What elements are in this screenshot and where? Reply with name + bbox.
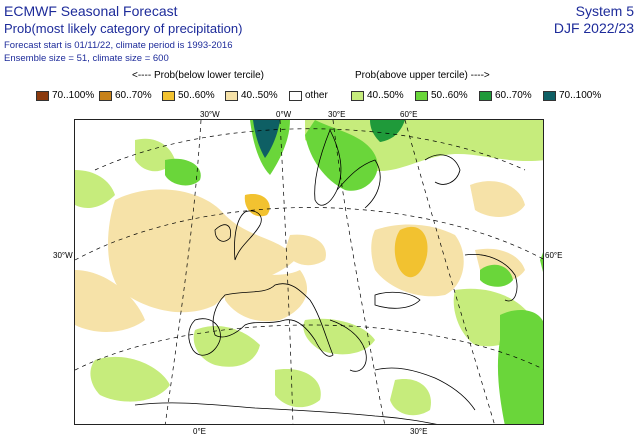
below-normal-areas	[75, 181, 525, 332]
legend-item: 40..50%	[225, 90, 278, 101]
legend-label: 60..70%	[115, 90, 152, 101]
legend-label: 40..50%	[367, 90, 404, 101]
legend-label: 50..60%	[178, 90, 215, 101]
chart-subtitle: Prob(most likely category of precipitati…	[4, 21, 243, 36]
legend-item: 50..60%	[162, 90, 215, 101]
graticule-label-0e-bottom: 0°E	[193, 427, 206, 436]
graticule	[75, 120, 543, 424]
chart-title: ECMWF Seasonal Forecast	[4, 3, 178, 19]
legend-swatch	[351, 90, 364, 101]
legend-label: 70..100%	[559, 90, 602, 101]
legend-swatch	[99, 90, 112, 101]
legend-swatch	[225, 90, 238, 101]
graticule-label-60e-right: 60°E	[545, 251, 563, 260]
legend-swatch	[289, 90, 302, 101]
graticule-label-30e-bottom: 30°E	[410, 427, 428, 436]
legend-item: other	[289, 90, 328, 101]
legend-item: 70..100%	[543, 90, 601, 101]
ensemble-info: Ensemble size = 51, climate size = 600	[4, 53, 169, 64]
legend-label: 50..60%	[431, 90, 468, 101]
graticule-label-30e-top: 30°E	[328, 110, 346, 119]
below-tercile-caption: <---- Prob(below lower tercile)	[132, 70, 264, 81]
above-tercile-caption: Prob(above upper tercile) ---->	[355, 70, 490, 81]
forecast-info: Forecast start is 01/11/22, climate peri…	[4, 40, 233, 51]
legend-item: 70..100%	[36, 90, 94, 101]
legend-swatch	[162, 90, 175, 101]
legend-label: 70..100%	[52, 90, 95, 101]
graticule-label-30w-left: 30°W	[53, 251, 73, 260]
legend-label: 40..50%	[241, 90, 278, 101]
legend-swatch	[415, 90, 428, 101]
graticule-label-60e-top: 60°E	[400, 110, 418, 119]
period-label: DJF 2022/23	[553, 20, 634, 36]
legend-swatch	[543, 90, 556, 101]
probability-map	[74, 119, 544, 425]
system-label: System 5	[575, 3, 634, 19]
legend-item: 60..70%	[99, 90, 152, 101]
coastlines	[134, 129, 518, 424]
graticule-label-30w: 30°W	[200, 110, 220, 119]
above-normal-areas	[75, 120, 543, 424]
graticule-label-0w: 0°W	[276, 110, 292, 119]
legend-item: 60..70%	[479, 90, 532, 101]
legend-label: 60..70%	[495, 90, 532, 101]
legend-item: 50..60%	[415, 90, 468, 101]
legend-swatch	[479, 90, 492, 101]
map-canvas	[75, 120, 543, 424]
legend-label: other	[305, 90, 328, 101]
legend-item: 40..50%	[351, 90, 404, 101]
legend-swatch	[36, 90, 49, 101]
